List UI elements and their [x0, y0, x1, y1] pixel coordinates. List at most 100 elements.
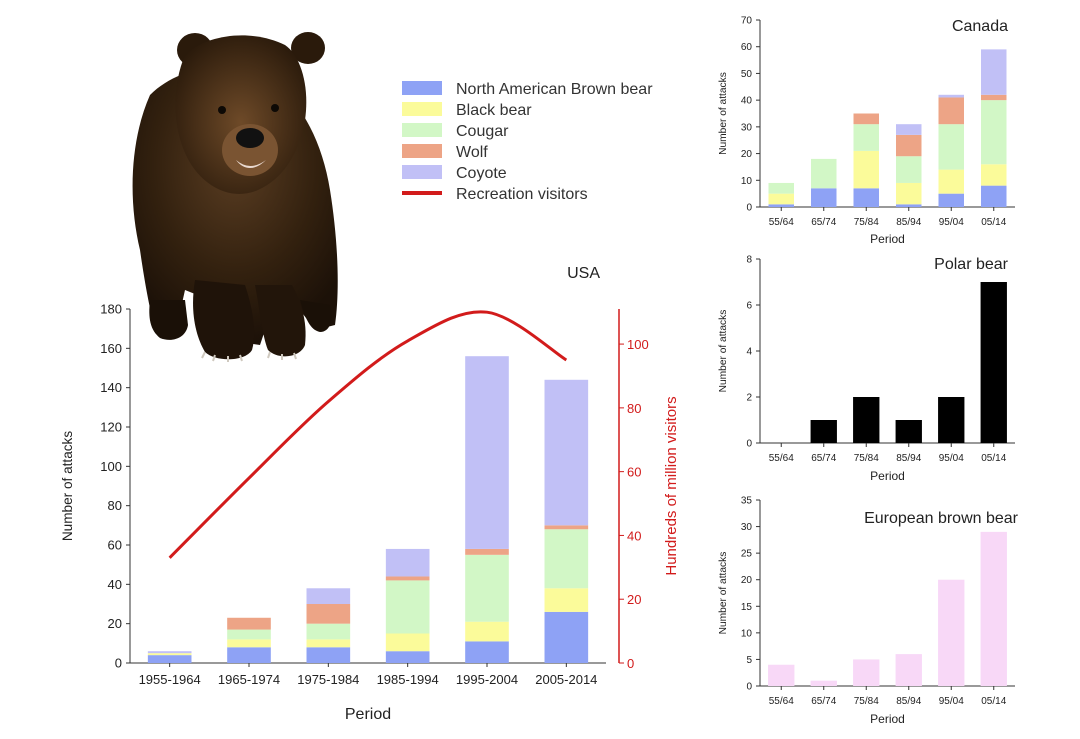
x-axis-label: Period [870, 712, 905, 726]
x-tick-label: 75/84 [854, 453, 879, 464]
bar-polar-05/14 [980, 282, 1007, 443]
legend-label: Wolf [456, 144, 488, 161]
x-tick-label: 05/14 [981, 217, 1006, 228]
bar-coyote-2005-2014 [544, 379, 589, 526]
y-tick-label: 35 [741, 496, 753, 507]
y-tick-label: 40 [108, 577, 122, 592]
x-tick-label: 85/94 [896, 217, 921, 228]
bar-coyote-95/04 [938, 94, 964, 98]
bar-european-05/14 [980, 531, 1007, 686]
bar-polar-65/74 [810, 420, 837, 443]
y-tick-label: 70 [741, 16, 753, 27]
bar-coyote-85/94 [896, 124, 922, 135]
y-tick-label: 0 [746, 439, 752, 450]
y-tick-label: 30 [741, 522, 753, 533]
legend-swatch-cougar [402, 123, 442, 137]
bar-brown_bear-1975-1984 [306, 647, 351, 663]
y2-tick-label: 100 [627, 337, 649, 352]
bar-cougar-95/04 [938, 124, 964, 170]
y-axis-label: Number of attacks [60, 431, 75, 542]
y-tick-label: 60 [741, 42, 753, 53]
x-tick-label: 2005-2014 [535, 672, 597, 687]
bar-cougar-1995-2004 [465, 554, 509, 622]
y-tick-label: 6 [746, 301, 752, 312]
legend-label: North American Brown bear [456, 81, 653, 98]
y-tick-label: 10 [741, 176, 753, 187]
y-tick-label: 20 [741, 575, 753, 586]
bar-cougar-1975-1984 [306, 623, 351, 640]
bar-cougar-85/94 [896, 156, 922, 183]
legend-label: Cougar [456, 123, 509, 140]
y-tick-label: 4 [746, 347, 752, 358]
legend-label: Recreation visitors [456, 186, 588, 203]
x-tick-label: 95/04 [939, 453, 964, 464]
bar-cougar-1965-1974 [227, 629, 271, 640]
y-tick-label: 20 [108, 616, 122, 631]
x-tick-label: 05/14 [981, 453, 1006, 464]
x-tick-label: 85/94 [896, 696, 921, 707]
bar-wolf-95/04 [938, 97, 964, 125]
y-axis-label: Number of attacks [718, 72, 729, 155]
bar-wolf-75/84 [853, 113, 879, 125]
x-axis-label: Period [345, 706, 391, 723]
y-tick-label: 80 [108, 498, 122, 513]
y-tick-label: 160 [100, 341, 122, 356]
bar-black_bear-85/94 [896, 182, 922, 205]
bar-black_bear-1955-1964 [147, 653, 192, 656]
bar-wolf-1975-1984 [306, 604, 351, 624]
brown-bear-illustration [132, 32, 338, 362]
bar-european-85/94 [895, 654, 922, 686]
bar-brown_bear-65/74 [811, 188, 837, 207]
x-axis-label: Period [870, 232, 905, 246]
y-tick-label: 0 [746, 203, 752, 214]
y-tick-label: 0 [746, 682, 752, 693]
x-tick-label: 1995-2004 [456, 672, 518, 687]
legend-swatch-coyote [402, 165, 442, 179]
x-tick-label: 55/64 [769, 696, 794, 707]
bar-european-75/84 [853, 659, 880, 686]
legend-label: Coyote [456, 165, 507, 182]
x-tick-label: 1955-1964 [139, 672, 201, 687]
bar-cougar-2005-2014 [544, 529, 589, 589]
bar-wolf-2005-2014 [544, 525, 589, 530]
bar-brown_bear-55/64 [768, 204, 794, 207]
x-tick-label: 1975-1984 [297, 672, 359, 687]
bar-european-95/04 [938, 579, 965, 686]
y2-tick-label: 80 [627, 401, 641, 416]
usa-chart: 0 20 40 60 80 100 120 140 160 180 1955-1964 1965-19… [60, 265, 680, 723]
y2-axis-label: Hundreds of million visitors [663, 396, 680, 575]
y-tick-label: 25 [741, 549, 753, 560]
bar-wolf-85/94 [896, 134, 922, 157]
y-tick-label: 60 [108, 538, 122, 553]
bar-brown_bear-1965-1974 [227, 647, 271, 663]
visitors-line [168, 310, 568, 559]
y-axis-label: Number of attacks [718, 310, 729, 393]
legend-label: Black bear [456, 102, 532, 119]
chart-title: USA [567, 265, 600, 282]
bar-black_bear-75/84 [853, 150, 879, 189]
x-tick-label: 85/94 [896, 453, 921, 464]
x-tick-label: 65/74 [811, 217, 836, 228]
y-axis-label: Number of attacks [718, 552, 729, 635]
x-tick-label: 75/84 [854, 696, 879, 707]
legend: North American Brown bear Black bear Couga… [402, 81, 653, 203]
bar-brown_bear-2005-2014 [544, 611, 589, 663]
bar-brown_bear-1995-2004 [465, 641, 509, 663]
bar-brown_bear-75/84 [853, 188, 879, 207]
y2-tick-label: 40 [627, 528, 641, 543]
bar-coyote-1955-1964 [147, 651, 192, 654]
x-tick-label: 75/84 [854, 217, 879, 228]
bar-polar-85/94 [895, 420, 922, 443]
bar-brown_bear-85/94 [896, 204, 922, 207]
x-tick-label: 95/04 [939, 217, 964, 228]
y2-tick-label: 0 [627, 656, 634, 671]
bar-polar-95/04 [938, 397, 965, 443]
bar-black_bear-1975-1984 [306, 639, 351, 648]
bar-cougar-65/74 [811, 158, 837, 189]
x-tick-label: 55/64 [769, 453, 794, 464]
x-tick-label: 05/14 [981, 696, 1006, 707]
y-tick-label: 10 [741, 628, 753, 639]
y-tick-label: 100 [100, 459, 122, 474]
x-tick-label: 55/64 [769, 217, 794, 228]
bar-black_bear-05/14 [981, 164, 1007, 186]
